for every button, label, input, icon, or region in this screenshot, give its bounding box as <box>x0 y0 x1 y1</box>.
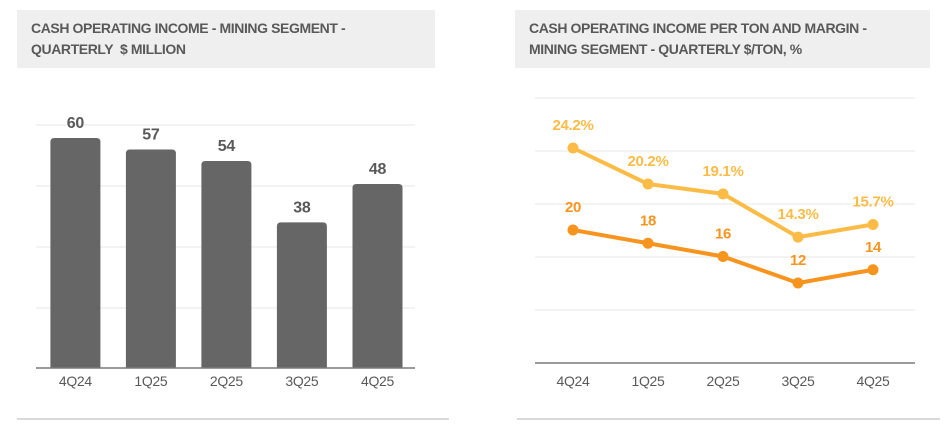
x-axis-category-label: 4Q24 <box>556 373 590 389</box>
x-axis-category-label: 4Q24 <box>59 373 93 389</box>
bar-2Q25 <box>201 161 252 368</box>
data-point-label: 19.1% <box>702 163 743 180</box>
data-point-margin-percent-1Q25 <box>642 178 654 190</box>
x-axis-category-label: 3Q25 <box>285 373 319 389</box>
bar-chart: 60 4Q24 57 1Q25 54 2Q25 38 3Q25 48 4Q25 <box>36 115 415 389</box>
bottom-separator-right <box>517 418 940 420</box>
data-point-margin-percent-4Q24 <box>567 142 579 154</box>
bar-4Q24 <box>50 138 101 368</box>
x-axis-category-label: 2Q25 <box>706 373 740 389</box>
line-chart-title-line-2: MINING SEGMENT - QUARTERLY $/TON, % <box>529 41 802 57</box>
bar-value-label: 60 <box>67 115 85 132</box>
data-point-label: 14.3% <box>777 206 818 223</box>
bar-chart-title-line-1: CASH OPERATING INCOME - MINING SEGMENT - <box>31 20 346 36</box>
data-point-label: 20 <box>565 199 581 216</box>
bar-chart-title: CASH OPERATING INCOME - MINING SEGMENT -… <box>17 10 435 68</box>
bar-value-label: 48 <box>369 161 387 178</box>
bar-value-label: 54 <box>218 138 236 155</box>
data-point-margin-percent-2Q25 <box>717 188 729 200</box>
bar-value-label: 57 <box>142 127 160 144</box>
data-point-label: 24.2% <box>552 117 593 134</box>
data-point-label: 12 <box>790 252 806 269</box>
x-axis-category-label: 4Q25 <box>361 373 395 389</box>
x-axis-category-label: 3Q25 <box>781 373 815 389</box>
x-axis-category-label: 2Q25 <box>210 373 244 389</box>
data-point-margin-percent-4Q25 <box>867 219 879 230</box>
data-point-label: 15.7% <box>852 194 893 211</box>
data-point-label: 20.2% <box>627 153 668 170</box>
bar-value-label: 38 <box>293 199 311 216</box>
line-chart-title-line-1: CASH OPERATING INCOME PER TON AND MARGIN… <box>529 20 867 36</box>
data-point-income-per-ton-3Q25 <box>792 277 804 289</box>
bar-1Q25 <box>125 149 176 368</box>
data-point-label: 14 <box>865 239 882 256</box>
data-point-income-per-ton-2Q25 <box>717 251 729 262</box>
bar-3Q25 <box>276 222 327 368</box>
data-point-income-per-ton-4Q24 <box>567 224 579 236</box>
data-point-margin-percent-3Q25 <box>792 231 804 243</box>
x-axis-category-label: 1Q25 <box>631 373 665 389</box>
data-point-income-per-ton-1Q25 <box>642 237 654 249</box>
bottom-separator-left <box>17 418 449 420</box>
bar-chart-title-line-2: QUARTERLY $ MILLION <box>31 41 186 57</box>
line-chart: 24.2% 20.2% 19.1% 14.3% 15.7% 20 18 16 12 14 4Q24 1… <box>535 97 915 389</box>
x-axis-category-label: 1Q25 <box>134 373 168 389</box>
data-point-income-per-ton-4Q25 <box>867 264 879 276</box>
line-chart-title: CASH OPERATING INCOME PER TON AND MARGIN… <box>515 10 930 68</box>
x-axis-category-label: 4Q25 <box>856 373 890 389</box>
data-point-label: 16 <box>715 226 731 243</box>
data-point-label: 18 <box>640 212 656 229</box>
bar-4Q25 <box>352 184 403 368</box>
